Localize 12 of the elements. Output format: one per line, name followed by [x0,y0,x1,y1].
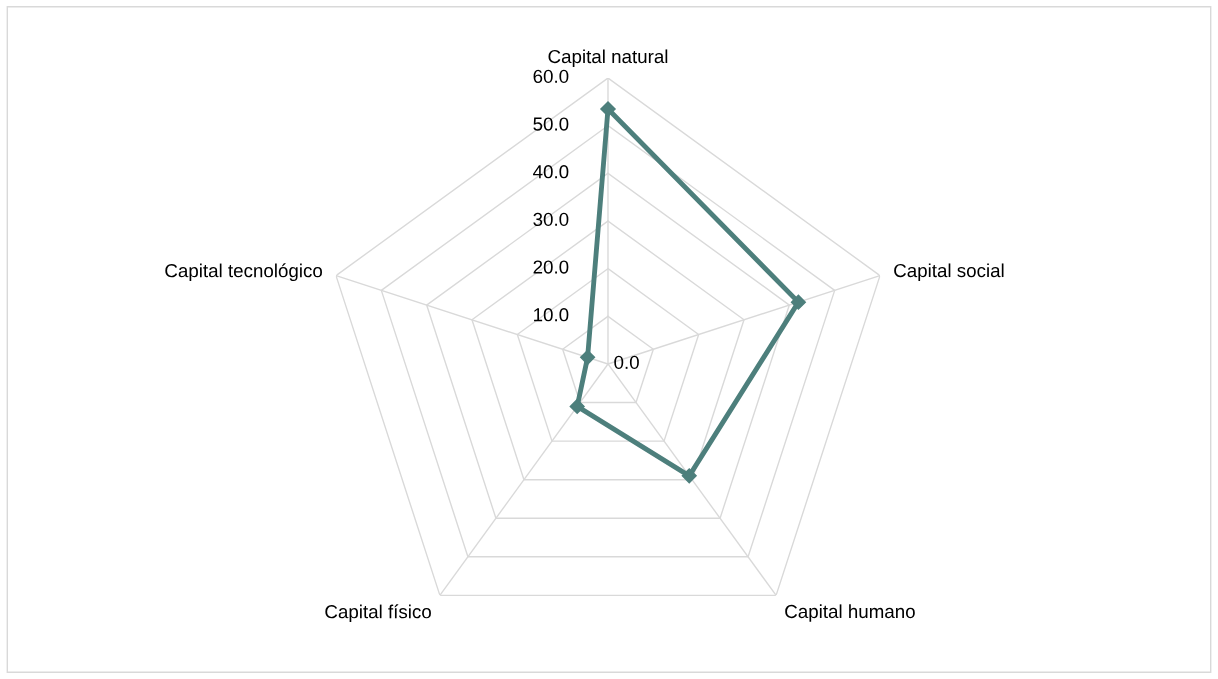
y-tick-label: 20.0 [533,260,569,274]
spoke-label: Capital natural [548,49,668,67]
y-tick-label: 40.0 [533,165,569,179]
y-tick-label: 60.0 [533,69,569,84]
y-tick-label: 10.0 [534,308,569,322]
spoke-label: Capital físico [325,604,431,623]
y-tick-label: 0.0 [614,355,639,370]
y-tick-label: 50.0 [533,117,569,131]
spoke-label: Capital social [894,263,1004,281]
spoke-label: Capital humano [785,604,915,622]
y-tick-label: 30.0 [533,212,569,227]
spoke-label: Capital tecnológico [165,263,323,282]
